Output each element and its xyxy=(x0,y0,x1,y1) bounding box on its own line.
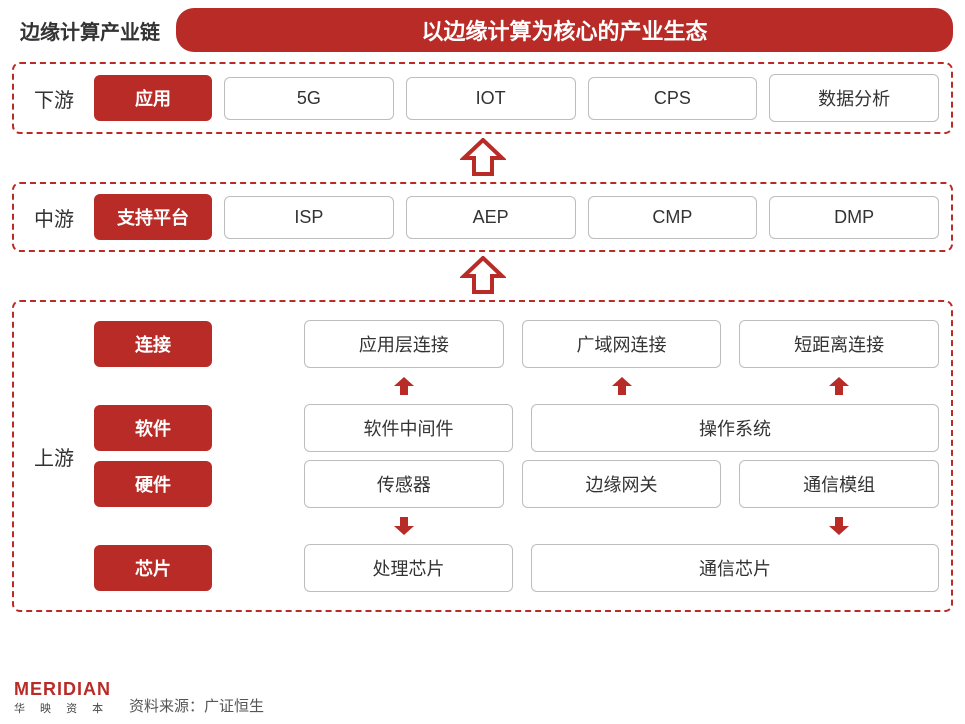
mini-arrow-up-icon xyxy=(739,376,939,396)
mini-arrow-down-icon xyxy=(304,516,504,536)
upstream-cell: 边缘网关 xyxy=(522,460,722,508)
footer: MERIDIAN 华 映 资 本 资料来源：广证恒生 xyxy=(14,679,951,716)
downstream-item: CPS xyxy=(588,77,758,120)
logo-sub-text: 华 映 资 本 xyxy=(14,700,111,716)
upstream-row: 芯片 处理芯片通信芯片 xyxy=(94,544,939,592)
upstream-category: 连接 xyxy=(94,321,212,367)
upstream-cell: 软件中间件 xyxy=(304,404,513,452)
upstream-content: 连接 应用层连接广域网连接短距离连接软件 软件中间件操作系统硬件 传感器边缘网关通信模… xyxy=(94,320,939,592)
midstream-label: 中游 xyxy=(26,203,82,232)
upstream-cell: 传感器 xyxy=(304,460,504,508)
upstream-cells: 应用层连接广域网连接短距离连接 xyxy=(304,320,939,368)
logo-main-text: MERIDIAN xyxy=(14,679,111,700)
upstream-label: 上游 xyxy=(26,320,82,592)
upstream-row: 连接 应用层连接广域网连接短距离连接 xyxy=(94,320,939,368)
midstream-item: CMP xyxy=(588,196,758,239)
upstream-cell: 短距离连接 xyxy=(739,320,939,368)
arrow-mid-to-down xyxy=(12,138,953,176)
mini-arrow-empty xyxy=(522,516,722,536)
upstream-cells: 处理芯片通信芯片 xyxy=(304,544,939,592)
mini-arrow-up-icon xyxy=(304,376,504,396)
upstream-cell: 通信模组 xyxy=(739,460,939,508)
upstream-cells: 传感器边缘网关通信模组 xyxy=(304,460,939,508)
upstream-cell: 处理芯片 xyxy=(304,544,513,592)
downstream-layer: 下游 应用 5G IOT CPS 数据分析 xyxy=(12,62,953,134)
upstream-cell: 广域网连接 xyxy=(522,320,722,368)
downstream-item: IOT xyxy=(406,77,576,120)
upstream-row: 软件 软件中间件操作系统 xyxy=(94,404,939,452)
midstream-category: 支持平台 xyxy=(94,194,212,240)
downstream-category: 应用 xyxy=(94,75,212,121)
midstream-layer: 中游 支持平台 ISP AEP CMP DMP xyxy=(12,182,953,252)
header-banner: 以边缘计算为核心的产业生态 xyxy=(176,8,953,52)
upstream-cells: 软件中间件操作系统 xyxy=(304,404,939,452)
upstream-category: 软件 xyxy=(94,405,212,451)
header-row: 边缘计算产业链 以边缘计算为核心的产业生态 xyxy=(12,8,953,52)
upstream-cell: 应用层连接 xyxy=(304,320,504,368)
upstream-category: 芯片 xyxy=(94,545,212,591)
source-text: 资料来源：广证恒生 xyxy=(129,695,264,716)
upstream-layer: 上游 连接 应用层连接广域网连接短距离连接软件 软件中间件操作系统硬件 传感器边缘网关… xyxy=(12,300,953,612)
header-left-title: 边缘计算产业链 xyxy=(12,12,168,49)
arrow-up-to-mid xyxy=(12,256,953,294)
upstream-category: 硬件 xyxy=(94,461,212,507)
upstream-cell: 操作系统 xyxy=(531,404,939,452)
logo: MERIDIAN 华 映 资 本 xyxy=(14,679,111,716)
mini-arrow-row xyxy=(94,376,939,396)
upstream-row: 硬件 传感器边缘网关通信模组 xyxy=(94,460,939,508)
upstream-cell: 通信芯片 xyxy=(531,544,939,592)
downstream-label: 下游 xyxy=(26,84,82,113)
downstream-item: 5G xyxy=(224,77,394,120)
mini-arrow-down-icon xyxy=(739,516,939,536)
midstream-item: AEP xyxy=(406,196,576,239)
downstream-item: 数据分析 xyxy=(769,74,939,122)
midstream-item: DMP xyxy=(769,196,939,239)
mini-arrow-row xyxy=(94,516,939,536)
midstream-item: ISP xyxy=(224,196,394,239)
mini-arrow-up-icon xyxy=(522,376,722,396)
